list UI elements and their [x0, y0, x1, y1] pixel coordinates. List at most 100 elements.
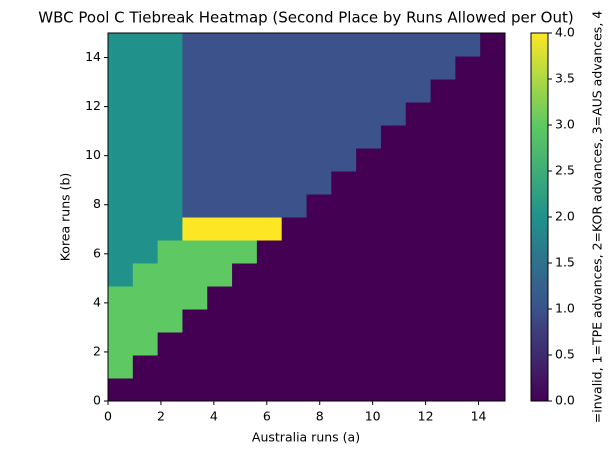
heatmap-cell [380, 309, 407, 333]
heatmap-cell [306, 332, 332, 356]
heatmap-cell [182, 102, 208, 126]
heatmap-cell [356, 217, 382, 241]
heatmap-cell [405, 79, 432, 103]
heatmap-cell [356, 171, 382, 195]
y-tick-label: 12 [85, 98, 101, 113]
heatmap-cell [207, 240, 233, 264]
colorbar [530, 32, 549, 402]
heatmap-cell [405, 194, 432, 218]
colorbar-tick-label: 0.5 [555, 347, 575, 362]
y-axis-label: Korea runs (b) [58, 173, 73, 262]
heatmap-cell [132, 148, 159, 172]
heatmap-cell [132, 79, 159, 103]
heatmap-cell [480, 217, 506, 241]
colorbar-tick-label: 3.0 [555, 117, 575, 132]
heatmap-cell [430, 240, 456, 264]
heatmap-cell [455, 332, 481, 356]
heatmap-cell [356, 79, 382, 103]
heatmap-cell [380, 33, 407, 57]
heatmap-cell [157, 125, 183, 149]
heatmap-cell [380, 194, 407, 218]
heatmap-cell [132, 355, 159, 379]
heatmap-cell [380, 148, 407, 172]
heatmap-cell [356, 286, 382, 310]
heatmap-cell [108, 332, 134, 356]
heatmap-cell [480, 102, 506, 126]
heatmap-cell [132, 56, 159, 80]
heatmap-cell [157, 240, 183, 264]
heatmap-cell [256, 240, 283, 264]
heatmap-cell [182, 33, 208, 57]
heatmap-cell [380, 79, 407, 103]
heatmap-cell [281, 56, 307, 80]
heatmap-cell [157, 309, 183, 333]
heatmap-cell [356, 263, 382, 287]
heatmap-cell [157, 33, 183, 57]
heatmap-cell [281, 194, 307, 218]
x-tick-label: 10 [365, 409, 381, 424]
heatmap-cell [232, 33, 258, 57]
heatmap-cell [207, 378, 233, 402]
heatmap-cell [232, 263, 258, 287]
heatmap-cell [356, 33, 382, 57]
heatmap-cell [281, 217, 307, 241]
heatmap-cell [430, 355, 456, 379]
heatmap-cell [281, 79, 307, 103]
heatmap-cell [331, 102, 357, 126]
heatmap-cell [281, 125, 307, 149]
heatmap-cell [380, 56, 407, 80]
heatmap-cell [356, 240, 382, 264]
heatmap-cell [306, 217, 332, 241]
heatmap-cell [405, 56, 432, 80]
heatmap-cell [157, 263, 183, 287]
heatmap-cell [331, 194, 357, 218]
heatmap-cell [281, 286, 307, 310]
heatmap-cell [182, 125, 208, 149]
heatmap-cell [207, 263, 233, 287]
heatmap-cell [256, 148, 283, 172]
heatmap-cell [480, 56, 506, 80]
heatmap-cell [455, 263, 481, 287]
heatmap-cell [132, 240, 159, 264]
heatmap-cell [380, 217, 407, 241]
heatmap-cell [380, 102, 407, 126]
heatmap-cell [232, 171, 258, 195]
heatmap-cell [430, 125, 456, 149]
heatmap-cell [182, 171, 208, 195]
heatmap-cell [108, 56, 134, 80]
heatmap-cell [108, 309, 134, 333]
heatmap-cell [232, 240, 258, 264]
y-tick-label: 2 [93, 343, 101, 358]
heatmap-cell [281, 378, 307, 402]
heatmap-cell [331, 148, 357, 172]
x-tick-label: 8 [316, 409, 324, 424]
heatmap-cell [182, 332, 208, 356]
heatmap-cell [157, 102, 183, 126]
heatmap-cell [430, 263, 456, 287]
heatmap-cell [256, 355, 283, 379]
x-tick-label: 0 [104, 409, 112, 424]
heatmap-cell [331, 79, 357, 103]
x-tick-label: 6 [263, 409, 271, 424]
heatmap-cell [232, 217, 258, 241]
heatmap-cell [232, 125, 258, 149]
heatmap-cell [455, 378, 481, 402]
heatmap-cell [232, 194, 258, 218]
heatmap-cell [480, 125, 506, 149]
y-tick-label: 8 [93, 196, 101, 211]
heatmap-cell [480, 378, 506, 402]
heatmap-cell [157, 286, 183, 310]
heatmap-cell [405, 102, 432, 126]
heatmap-cell [405, 378, 432, 402]
heatmap-cell [108, 355, 134, 379]
heatmap-cell [132, 171, 159, 195]
heatmap-cell [256, 263, 283, 287]
heatmap-cell [306, 263, 332, 287]
heatmap-cell [132, 217, 159, 241]
heatmap-cell [480, 309, 506, 333]
heatmap-cell [480, 33, 506, 57]
heatmap-cell [405, 332, 432, 356]
heatmap-cell [132, 378, 159, 402]
heatmap-cell [306, 194, 332, 218]
heatmap-cell [405, 125, 432, 149]
